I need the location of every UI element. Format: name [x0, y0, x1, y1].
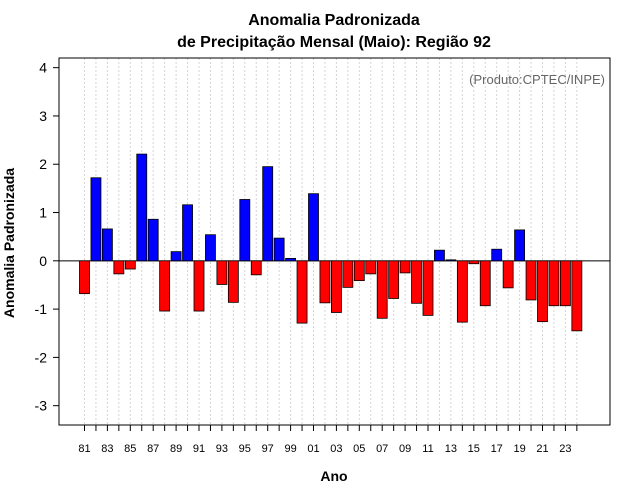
y-tick-label: -2: [35, 349, 48, 365]
bar-07: [376, 260, 388, 319]
bar-01: [308, 193, 319, 262]
bar-19: [514, 229, 525, 262]
bar-18: [502, 260, 514, 289]
bar-06: [365, 260, 377, 275]
bar-09: [399, 260, 411, 274]
bar-22: [548, 260, 560, 307]
bar-93: [216, 260, 228, 285]
x-tick-label: 21: [536, 443, 548, 455]
x-axis: 81 83 85 87 89 91 93 95 97 99 01 03 05 07 09 11 13 15 17 19…: [78, 425, 578, 455]
chart-title-line2: de Precipitação Mensal (Maio): Região 92: [177, 34, 491, 51]
bar-86: [136, 153, 148, 262]
bar-85: [124, 260, 136, 270]
x-tick-label: 87: [147, 443, 159, 455]
x-tick-label: 09: [399, 443, 411, 455]
credit-label: (Produto:CPTEC/INPE): [469, 72, 605, 87]
y-tick-label: 0: [39, 253, 47, 269]
bar-95: [239, 199, 251, 262]
x-tick-label: 05: [353, 443, 365, 455]
bar-97: [262, 166, 274, 262]
chart-title-line1: Anomalia Padronizada: [248, 12, 420, 29]
bar-84: [113, 260, 125, 275]
bar-12: [434, 249, 445, 262]
x-tick-label: 81: [78, 443, 90, 455]
bar-23: [560, 260, 571, 307]
bar-13: [445, 259, 457, 262]
bar-90: [182, 204, 193, 262]
bar-94: [227, 260, 239, 303]
bar-16: [479, 260, 491, 307]
x-tick-label: 07: [376, 443, 388, 455]
bar-99: [285, 257, 297, 262]
y-axis-label: Anomalia Padronizada: [1, 168, 17, 318]
bar-91: [193, 260, 205, 312]
x-tick-label: 83: [101, 443, 113, 455]
y-axis: -3 -2 -1 0 1 2 3 4: [35, 60, 59, 414]
bar-02: [319, 260, 331, 304]
x-tick-label: 89: [170, 443, 182, 455]
bar-82: [90, 177, 102, 262]
plot-frame: [58, 57, 611, 426]
bar-87: [147, 218, 159, 262]
x-tick-label: 19: [513, 443, 525, 455]
x-tick-label: 91: [193, 443, 205, 455]
y-tick-label: 4: [39, 60, 47, 76]
bar-81: [79, 260, 90, 295]
bar-83: [102, 228, 113, 262]
bar-series: [79, 153, 583, 332]
bar-21: [537, 260, 548, 323]
y-tick-label: -1: [35, 301, 48, 317]
x-tick-label: 93: [216, 443, 228, 455]
bar-92: [205, 234, 216, 262]
bar-24: [571, 260, 583, 332]
bar-17: [491, 248, 503, 262]
y-tick-label: 3: [39, 108, 47, 124]
x-tick-label: 11: [422, 443, 433, 455]
bar-20: [525, 260, 537, 301]
x-tick-label: 85: [124, 443, 136, 455]
bar-03: [330, 260, 342, 313]
x-tick-label: 97: [262, 443, 274, 455]
x-tick-label: 13: [445, 443, 457, 455]
bar-11: [422, 260, 434, 316]
bar-04: [342, 260, 354, 288]
x-tick-label: 23: [559, 443, 571, 455]
bar-14: [456, 260, 468, 323]
x-tick-label: 17: [491, 443, 503, 455]
bar-89: [170, 251, 182, 262]
bar-15: [468, 260, 480, 265]
x-tick-label: 01: [307, 443, 319, 455]
x-tick-label: 99: [284, 443, 296, 455]
bar-05: [353, 260, 365, 282]
bar-96: [250, 260, 262, 276]
bar-00: [296, 260, 308, 324]
bar-08: [388, 260, 400, 299]
bar-88: [159, 260, 171, 312]
x-tick-label: 15: [468, 443, 480, 455]
y-tick-label: 2: [39, 156, 47, 172]
x-tick-label: 95: [239, 443, 251, 455]
x-tick-label: 03: [330, 443, 342, 455]
y-tick-label: 1: [39, 205, 47, 221]
bar-10: [411, 260, 422, 304]
x-axis-label: Ano: [320, 468, 347, 484]
vertical-gridlines: [84, 58, 578, 425]
bar-98: [273, 237, 285, 262]
y-tick-label: -3: [35, 398, 48, 414]
